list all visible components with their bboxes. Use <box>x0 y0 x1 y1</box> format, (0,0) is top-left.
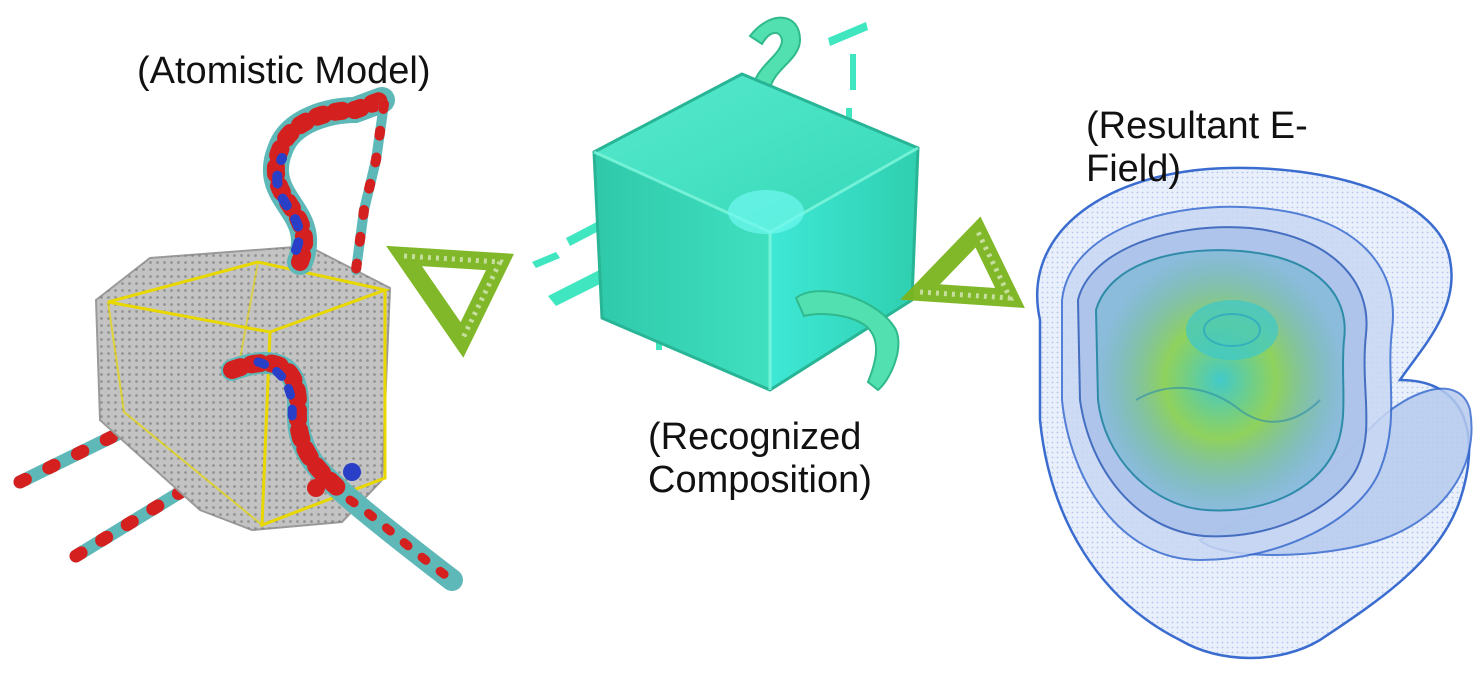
efield-illustration <box>1036 166 1473 660</box>
polymer-strand-top <box>262 87 395 275</box>
arrow-right-2 <box>900 216 1025 309</box>
efield-core <box>1094 249 1346 512</box>
label-recognized-composition: (Recognized Composition) <box>648 416 872 501</box>
composition-cube <box>592 72 920 392</box>
recognized-composition-illustration <box>532 16 920 392</box>
label-atomistic-model: (Atomistic Model) <box>137 50 431 92</box>
polymer-strand-bottom <box>221 352 463 591</box>
label-resultant-efield: (Resultant E- Field) <box>1086 105 1308 190</box>
atomistic-model-illustration <box>13 87 463 591</box>
composition-tube-bottom <box>794 290 900 392</box>
arrow-right-1 <box>386 245 514 358</box>
